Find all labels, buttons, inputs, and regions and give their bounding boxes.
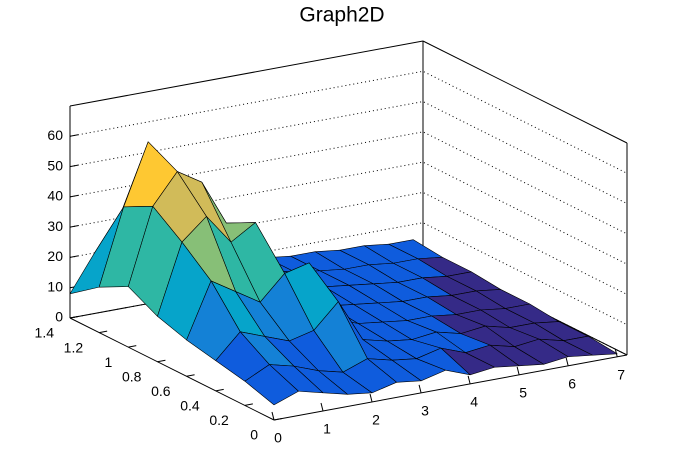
- x-tick-label: 1: [323, 421, 331, 437]
- x-tick: [320, 402, 324, 412]
- y-tick-label: 0.6: [151, 383, 171, 399]
- chart-title: Graph2D: [299, 4, 384, 27]
- z-tick-label: 0: [55, 309, 63, 325]
- y-tick: [273, 418, 283, 421]
- z-tick-label: 40: [47, 188, 63, 204]
- z-tick-label: 60: [47, 127, 63, 143]
- z-tick-label: 20: [47, 248, 63, 264]
- y-tick: [186, 374, 195, 377]
- x-tick-label: 4: [470, 394, 478, 410]
- x-tick: [467, 375, 471, 385]
- x-tick: [369, 393, 373, 403]
- y-tick-label: 0.4: [180, 398, 200, 414]
- x-tick: [418, 384, 422, 394]
- y-tick: [244, 403, 253, 406]
- x-tick-label: 5: [519, 385, 527, 401]
- x-tick: [565, 357, 569, 366]
- y-tick: [157, 359, 166, 363]
- z-tick: [69, 194, 79, 198]
- z-tick: [69, 255, 79, 258]
- x-tick-label: 2: [372, 412, 380, 428]
- z-tick: [69, 225, 79, 228]
- x-tick-label: 7: [617, 367, 625, 383]
- y-tick-label: 0.2: [209, 412, 229, 428]
- x-tick-label: 3: [421, 403, 429, 419]
- y-tick-label: 1.2: [64, 339, 84, 355]
- surface-cell: [244, 364, 299, 406]
- z-tick-label: 50: [47, 157, 63, 173]
- y-tick: [99, 330, 108, 334]
- x-tick-label: 0: [274, 430, 282, 446]
- y-axis: [69, 317, 275, 421]
- y-tick: [215, 388, 224, 392]
- z-tick-label: 10: [47, 278, 63, 294]
- y-tick-label: 1: [104, 354, 112, 370]
- x-tick: [271, 411, 275, 421]
- y-tick-label: 0.8: [122, 368, 142, 384]
- x-tick-label: 6: [568, 376, 576, 392]
- box-edge: [422, 40, 628, 144]
- z-tick: [69, 134, 79, 137]
- y-tick-label: 1.4: [35, 325, 55, 341]
- x-tick: [614, 348, 618, 357]
- z-tick: [69, 164, 79, 168]
- y-tick-label: 0: [250, 427, 258, 443]
- x-tick: [516, 366, 520, 375]
- y-tick: [128, 345, 137, 348]
- box-edge: [69, 40, 424, 107]
- z-tick-label: 30: [47, 218, 63, 234]
- y-tick: [69, 316, 79, 319]
